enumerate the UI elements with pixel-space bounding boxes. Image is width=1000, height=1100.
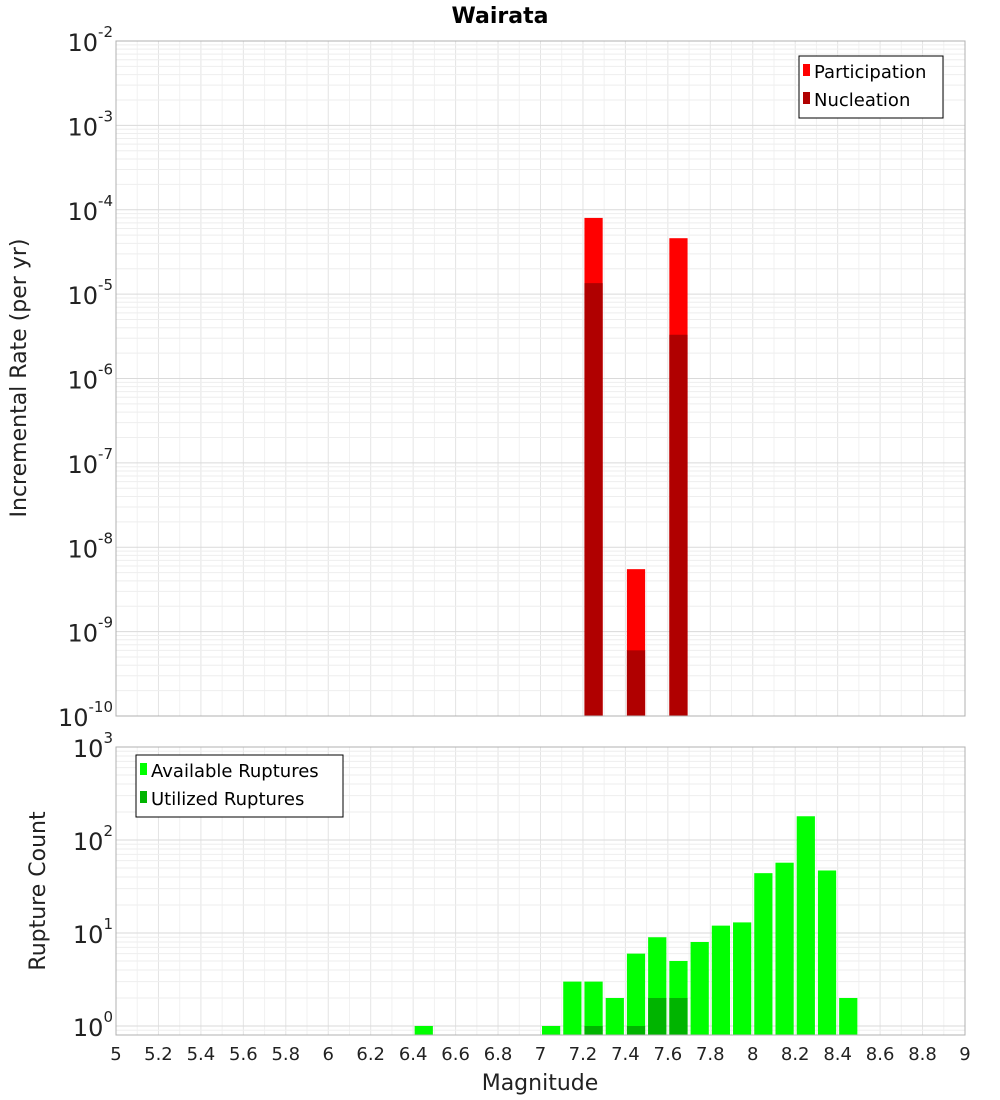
y-tick-label: 10-5 — [67, 276, 113, 310]
bar-available-ruptures — [690, 942, 709, 1035]
plot-border — [115, 40, 966, 717]
legend-entry: Utilized Ruptures — [151, 789, 304, 810]
legend-box — [798, 55, 944, 119]
bar-available-ruptures — [754, 873, 773, 1035]
x-tick-label: 5.6 — [229, 1044, 258, 1065]
grid — [115, 40, 966, 717]
bar-nucleation — [584, 283, 603, 716]
bar-utilized-ruptures — [648, 997, 667, 1035]
y-tick-label: 10-9 — [67, 614, 113, 648]
x-tick-label: 7.8 — [696, 1044, 725, 1065]
legend-entry: Available Ruptures — [151, 761, 319, 782]
bar-available-ruptures — [414, 1025, 433, 1035]
plot-border — [115, 746, 966, 1036]
bar-available-ruptures — [542, 1025, 561, 1035]
legend: Participation Nucleation — [798, 55, 944, 119]
y-tick-label: 10-3 — [67, 107, 113, 141]
y-tick-label: 103 — [73, 729, 113, 763]
x-tick-label: 7.6 — [654, 1044, 683, 1065]
y-tick-label: 101 — [73, 915, 113, 949]
x-tick-label: 6.6 — [441, 1044, 470, 1065]
x-axis-label: Magnitude — [482, 1071, 599, 1096]
y-tick-labels: 100 101 102 103 — [73, 729, 113, 1042]
x-tick-label: 6.2 — [356, 1044, 385, 1065]
bar-available-ruptures — [775, 862, 794, 1035]
x-tick-label: 7 — [535, 1044, 546, 1065]
legend-entry: Nucleation — [814, 90, 910, 111]
chart-title: Wairata — [452, 4, 549, 29]
bar-utilized-ruptures — [669, 997, 688, 1035]
x-tick-label: 8.4 — [823, 1044, 852, 1065]
rate-panel: 10-10 10-9 10-8 10-7 10-6 10-5 10-4 10-3 10-2 Par… — [58, 23, 966, 732]
bar-available-ruptures — [817, 870, 837, 1035]
x-tick-label: 7.2 — [569, 1044, 598, 1065]
legend-swatch — [803, 92, 810, 104]
x-tick-label: 5.8 — [271, 1044, 300, 1065]
y-tick-labels: 10-10 10-9 10-8 10-7 10-6 10-5 10-4 10-3 10-2 — [58, 23, 113, 732]
bars — [584, 217, 688, 716]
bottom-y-axis-label: Rupture Count — [26, 811, 51, 971]
y-tick-label: 100 — [73, 1008, 113, 1042]
bar-available-ruptures — [796, 816, 815, 1035]
legend-entry: Participation — [814, 62, 926, 83]
legend-swatch — [140, 763, 147, 775]
x-tick-label: 6.4 — [399, 1044, 428, 1065]
x-tick-label: 6.8 — [484, 1044, 513, 1065]
x-tick-label: 6 — [323, 1044, 334, 1065]
legend: Available Ruptures Utilized Ruptures — [135, 754, 344, 818]
y-tick-label: 10-6 — [67, 361, 113, 395]
bar-nucleation — [669, 334, 688, 716]
x-tick-labels: 5 5.2 5.4 5.6 5.8 6 6.2 6.4 6.6 6.8 7 7.2 7.4 7.6 7.8 8… — [110, 1044, 970, 1065]
bar-utilized-ruptures — [626, 1025, 646, 1035]
y-tick-label: 10-10 — [58, 698, 113, 732]
x-tick-label: 8.8 — [908, 1044, 937, 1065]
bar-utilized-ruptures — [584, 1025, 603, 1035]
bar-available-ruptures — [733, 922, 752, 1035]
legend-swatch — [803, 64, 810, 76]
y-tick-label: 10-7 — [67, 445, 113, 479]
legend-box — [135, 754, 344, 818]
x-tick-label: 8.6 — [866, 1044, 895, 1065]
bar-available-ruptures — [711, 925, 731, 1035]
x-tick-label: 5.4 — [187, 1044, 216, 1065]
bar-nucleation — [626, 650, 646, 716]
top-y-axis-label: Incremental Rate (per yr) — [7, 239, 32, 518]
x-tick-label: 9 — [959, 1044, 970, 1065]
x-tick-label: 8 — [747, 1044, 758, 1065]
bar-available-ruptures — [563, 981, 582, 1035]
x-tick-label: 8.2 — [781, 1044, 810, 1065]
y-tick-label: 10-4 — [67, 192, 113, 226]
bar-available-ruptures — [839, 997, 858, 1035]
rupture-count-panel: 100 101 102 103 5 5.2 5.4 5.6 5.8 6 6.2 6.4 6.6 6.8 7 7… — [73, 729, 971, 1065]
legend-swatch — [140, 791, 147, 803]
x-tick-label: 5.2 — [144, 1044, 173, 1065]
x-tick-label: 7.4 — [611, 1044, 640, 1065]
y-tick-label: 102 — [73, 822, 113, 856]
bar-available-ruptures — [605, 997, 624, 1035]
x-tick-label: 5 — [110, 1044, 121, 1065]
y-tick-label: 10-2 — [67, 23, 113, 57]
bars — [414, 816, 858, 1035]
bar-available-ruptures — [584, 981, 603, 1035]
bar-available-ruptures — [626, 953, 646, 1035]
y-tick-label: 10-8 — [67, 529, 113, 563]
